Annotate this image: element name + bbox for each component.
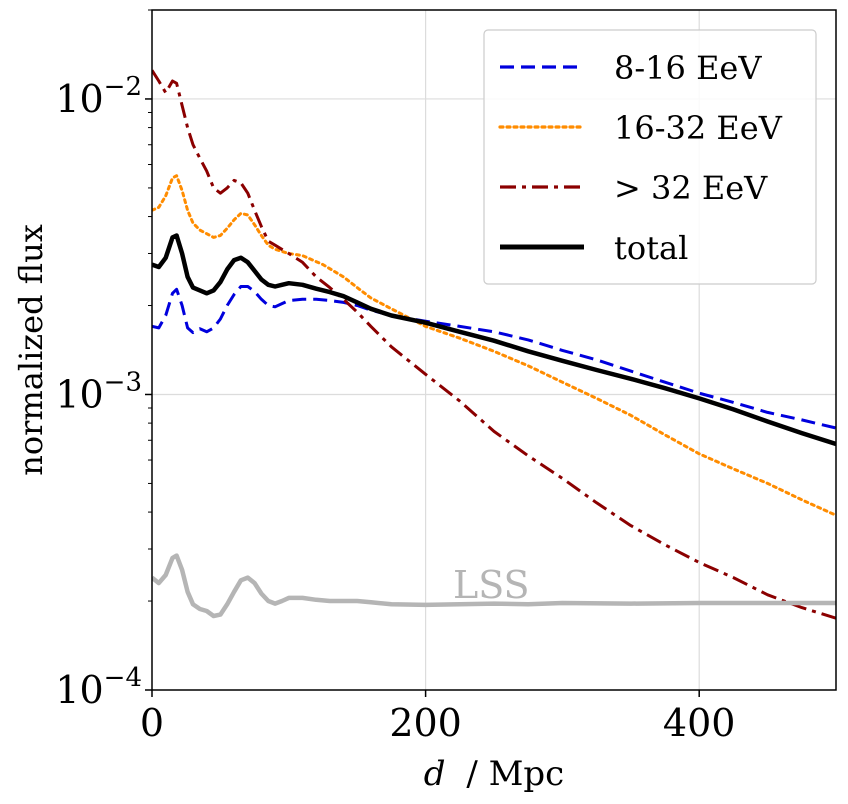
y-tick-label-0: 10−2 bbox=[55, 72, 142, 121]
x-tick-label-1: 200 bbox=[389, 701, 462, 745]
x-axis-label: d / Mpc bbox=[424, 754, 564, 794]
x-tick-label-2: 400 bbox=[663, 701, 736, 745]
annotation-0: LSS bbox=[453, 563, 530, 607]
x-tick-label-0: 0 bbox=[140, 701, 164, 745]
plot-frame bbox=[151, 9, 837, 691]
y-tick-base: 10 bbox=[55, 668, 103, 712]
annotation-layer: LSS bbox=[453, 563, 530, 607]
y-tick-label-2: 10−4 bbox=[55, 663, 142, 712]
y-tick-exponent: −2 bbox=[104, 72, 142, 102]
legend-label-1: 16-32 EeV bbox=[614, 109, 783, 147]
series-line-2 bbox=[152, 69, 836, 620]
series-layer bbox=[152, 69, 836, 620]
x-axis-label-unit: / Mpc bbox=[466, 754, 564, 794]
y-tick-exponent: −3 bbox=[104, 367, 142, 397]
series-line-4 bbox=[152, 553, 836, 619]
legend-label-2: > 32 EeV bbox=[614, 169, 768, 207]
y-axis-label: normalized flux bbox=[12, 224, 50, 476]
series-line-3 bbox=[152, 233, 836, 447]
y-tick-base: 10 bbox=[55, 372, 103, 416]
y-tick-base: 10 bbox=[55, 77, 103, 121]
y-tick-label-1: 10−3 bbox=[55, 367, 142, 416]
series-line-1 bbox=[152, 174, 836, 517]
legend-label-3: total bbox=[614, 229, 688, 267]
x-axis-label-var: d bbox=[424, 754, 446, 794]
legend-box bbox=[483, 29, 817, 285]
series-line-0 bbox=[152, 285, 836, 430]
legend-label-0: 8-16 EeV bbox=[614, 49, 762, 87]
y-tick-exponent: −4 bbox=[104, 663, 142, 693]
legend: 8-16 EeV 16-32 EeV > 32 EeV total bbox=[483, 29, 817, 285]
